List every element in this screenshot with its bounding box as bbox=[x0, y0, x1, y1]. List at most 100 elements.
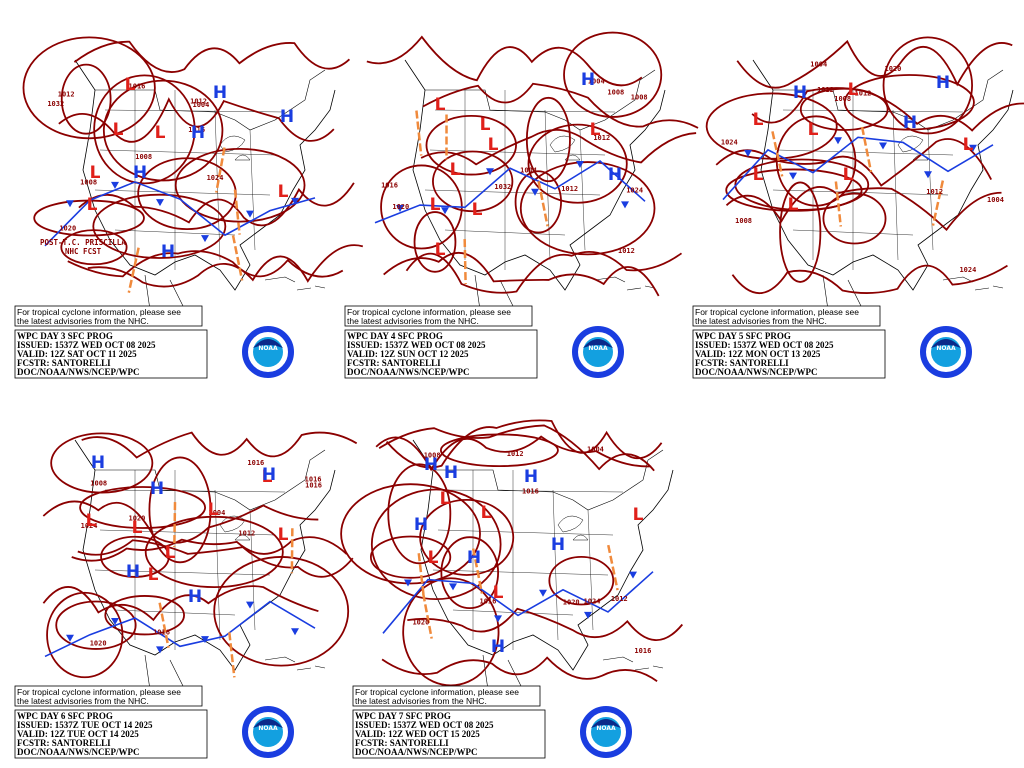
info-text: DOC/NOAA/NWS/NCEP/WPC bbox=[695, 367, 818, 377]
isobar bbox=[725, 186, 1002, 232]
logo-bird bbox=[583, 339, 613, 348]
isobar bbox=[407, 607, 684, 641]
trough bbox=[421, 593, 433, 639]
low-center: L bbox=[90, 163, 101, 183]
isobar bbox=[58, 97, 335, 143]
low-center: L bbox=[208, 500, 219, 520]
low-center: L bbox=[278, 525, 289, 545]
isobar bbox=[78, 182, 355, 227]
isobar-label: 1016 bbox=[305, 481, 322, 489]
trough bbox=[463, 239, 467, 285]
isobar-label: 1020 bbox=[885, 65, 902, 73]
isobar-label: 1004 bbox=[520, 167, 537, 175]
low-center: L bbox=[435, 240, 446, 260]
front-symbol bbox=[834, 137, 842, 145]
trough bbox=[215, 147, 226, 193]
isobar-label: 1016 bbox=[480, 598, 497, 606]
front-symbol bbox=[201, 235, 209, 243]
isobar-label: 1004 bbox=[588, 78, 605, 86]
isobar-label: 1004 bbox=[587, 446, 604, 454]
isobar bbox=[387, 463, 452, 565]
low-center: L bbox=[808, 120, 819, 140]
isobar bbox=[46, 591, 124, 679]
isobar-label: 1012 bbox=[817, 86, 834, 94]
notice-text: For tropical cyclone information, please… bbox=[17, 687, 181, 697]
logo-text: NOAA bbox=[258, 725, 278, 732]
notice-text: the latest advisories from the NHC. bbox=[347, 316, 479, 326]
isobar-label: 1016 bbox=[634, 647, 651, 655]
isobar-label: 1004 bbox=[810, 60, 827, 68]
isobar bbox=[375, 435, 652, 472]
isobar-label: 1012 bbox=[618, 247, 635, 255]
high-center: H bbox=[188, 587, 202, 607]
isobar-label: 1008 bbox=[735, 217, 752, 225]
trough bbox=[415, 110, 423, 156]
isobar-label: 1012 bbox=[611, 595, 628, 603]
isobar bbox=[822, 192, 887, 245]
logo-text: NOAA bbox=[936, 345, 956, 352]
info-box bbox=[692, 329, 886, 379]
isobar bbox=[432, 150, 514, 213]
high-center: H bbox=[424, 455, 438, 475]
info-text: VALID: 12Z SAT OCT 11 2025 bbox=[17, 349, 137, 359]
notice-text: the latest advisories from the NHC. bbox=[17, 316, 149, 326]
isobar bbox=[144, 515, 284, 589]
isobar bbox=[81, 431, 358, 459]
front-symbol bbox=[969, 144, 977, 152]
isobar bbox=[736, 39, 1013, 89]
isobar-label: 1024 bbox=[959, 266, 976, 274]
isobar-label: 1016 bbox=[305, 475, 322, 483]
high-center: H bbox=[444, 463, 458, 483]
high-center: H bbox=[191, 123, 205, 143]
isobar-label: 1016 bbox=[381, 182, 398, 190]
high-center: H bbox=[133, 163, 147, 183]
isobar-label: 1024 bbox=[584, 598, 601, 606]
trough bbox=[158, 602, 170, 649]
isobar-label: 1016 bbox=[247, 459, 264, 467]
low-center: L bbox=[633, 505, 644, 525]
info-text: ISSUED: 1537Z WED OCT 08 2025 bbox=[355, 720, 494, 730]
isobar-label: 1008 bbox=[631, 94, 648, 102]
front-symbol bbox=[66, 634, 74, 642]
annotation: POST-T.C. PRISCILLA bbox=[40, 238, 126, 247]
isobar-label: 1008 bbox=[80, 179, 97, 187]
low-center: L bbox=[125, 75, 136, 95]
forecast-panel: 1024100410241020101210081004101210081012… bbox=[692, 36, 1024, 379]
info-text: WPC DAY 7 SFC PROG bbox=[355, 711, 451, 721]
isobar bbox=[55, 600, 137, 650]
low-center: L bbox=[86, 511, 97, 531]
isobar-label: 1024 bbox=[721, 138, 738, 146]
logo-bird bbox=[253, 719, 283, 728]
low-center: L bbox=[148, 565, 159, 585]
isobar bbox=[402, 577, 500, 687]
info-text: ISSUED: 1537Z TUE OCT 14 2025 bbox=[17, 720, 153, 730]
high-center: H bbox=[608, 165, 622, 185]
isobar bbox=[60, 63, 112, 135]
front-symbol bbox=[789, 172, 797, 180]
info-text: FCSTR: SANTORELLI bbox=[355, 738, 449, 748]
isobar bbox=[548, 555, 615, 606]
isobar bbox=[725, 168, 863, 212]
low-center: L bbox=[155, 123, 166, 143]
high-center: H bbox=[213, 83, 227, 103]
high-center: H bbox=[793, 83, 807, 103]
low-center: L bbox=[843, 165, 854, 185]
info-text: DOC/NOAA/NWS/NCEP/WPC bbox=[355, 747, 478, 757]
info-text: ISSUED: 1537Z WED OCT 08 2025 bbox=[695, 340, 834, 350]
isobar bbox=[439, 433, 559, 468]
isobar bbox=[381, 656, 658, 683]
isobar bbox=[71, 536, 348, 562]
isobar bbox=[73, 40, 351, 73]
front-symbol bbox=[486, 168, 494, 176]
high-center: H bbox=[280, 107, 294, 127]
isobar bbox=[67, 250, 344, 278]
notice-box bbox=[14, 685, 203, 707]
low-center: L bbox=[753, 165, 764, 185]
logo-text: NOAA bbox=[258, 345, 278, 352]
front-symbol bbox=[246, 210, 254, 218]
isobar-label: 1032 bbox=[47, 100, 64, 108]
high-center: H bbox=[551, 535, 565, 555]
isobar-label: 1016 bbox=[522, 488, 539, 496]
info-box bbox=[352, 709, 546, 759]
high-center: H bbox=[91, 453, 105, 473]
